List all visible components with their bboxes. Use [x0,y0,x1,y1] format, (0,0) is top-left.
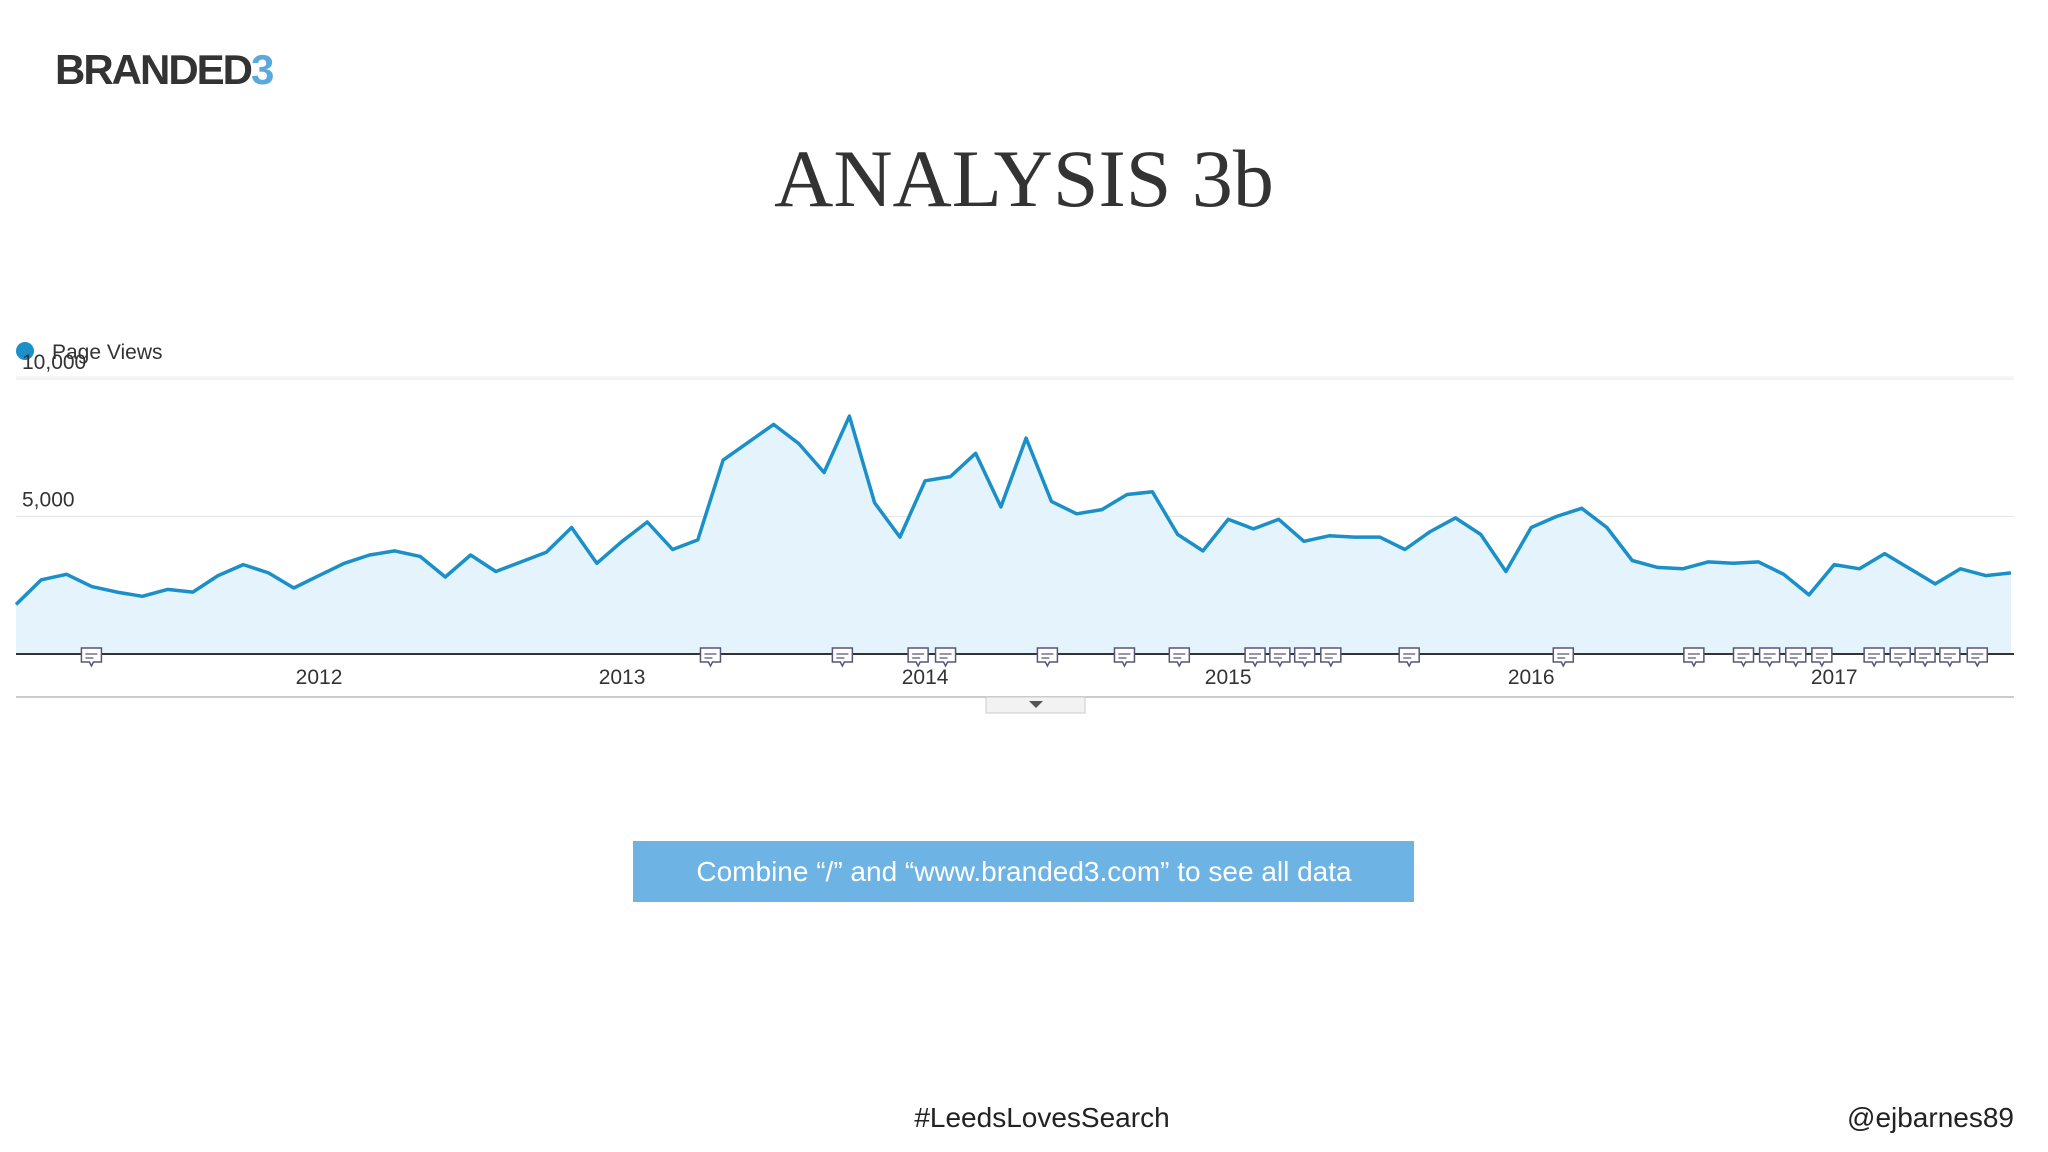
annotation-icon [1863,647,1885,668]
annotation-icon [1939,647,1961,668]
annotation-icon [1269,647,1291,668]
annotation-icon [699,647,722,668]
area [16,416,2011,654]
x-tick-label: 2016 [1508,666,1555,689]
annotation-icon [831,647,854,668]
annotation-icon [1293,647,1316,668]
annotation-icon-lines [1943,653,1956,659]
annotation-icon [1811,647,1833,668]
annotation-icon-lines [1249,653,1262,659]
annotation-icon-lines [912,653,925,659]
annotation-icon [1168,647,1191,668]
annotation-icon-lines [1403,653,1416,659]
annotation-icon-lines [1894,653,1907,659]
annotation-icon [1914,647,1936,668]
annotation-icon-lines [1173,653,1186,659]
y-tick-label: 10,000 [22,351,86,374]
annotation-icon-lines [1118,653,1131,659]
x-tick-label: 2017 [1811,666,1858,689]
annotation-icon-lines [1789,653,1802,659]
legend-label: Page Views [52,341,163,364]
annotation-icon [1785,647,1807,668]
annotation-icon [1889,647,1911,668]
annotation-icon-lines [1298,653,1311,659]
annotation-icon-lines [1919,653,1932,659]
annotation-icon [907,647,929,668]
annotation-icon-lines [836,653,849,659]
annotation-icon [1244,647,1266,668]
annotation-icon-lines [1687,653,1700,659]
annotation-icon-lines [1324,653,1337,659]
chart: Page Views 5,000 10,000 2012 2013 2014 2015 201… [14,341,2014,714]
annotation-icon-lines [1273,653,1286,659]
annotation-icon-lines [1763,653,1776,659]
logo-text: BRANDED [55,46,252,93]
line [14,414,2012,606]
annotation-icon [1966,647,1989,668]
logo: BRANDED3 [55,46,273,93]
note-text: Combine “/” and “www.branded3.com” to se… [696,856,1352,887]
annotation-icon-lines [704,653,717,659]
x-tick-label: 2015 [1205,666,1252,689]
x-tick-label: 2014 [902,666,949,689]
logo-accent: 3 [251,46,273,93]
annotation-icon-lines [1815,653,1828,659]
legend-dot [16,342,34,360]
annotation-icon-lines [85,653,98,659]
annotation-icon-lines [1737,653,1750,659]
slide-title: ANALYSIS 3b [774,133,1274,224]
y-tick-label: 5,000 [22,489,75,512]
expand-arrow [1029,701,1043,708]
x-tick-label: 2012 [296,666,343,689]
annotation-icon-lines [1557,653,1570,659]
annotation-icon [934,647,957,668]
annotation-icon [1113,647,1136,668]
annotation-icon-lines [1041,653,1054,659]
annotation-icon-lines [1868,653,1881,659]
footer-handle: @ejbarnes89 [1847,1102,2014,1133]
annotation-icon-lines [1971,653,1984,659]
annotation-icon [80,647,103,668]
annotation-icon [1320,647,1342,668]
annotation-icon [1732,647,1755,668]
annotation-icon [1398,647,1420,668]
x-tick-label: 2013 [599,666,646,689]
footer-hashtag: #LeedsLovesSearch [914,1102,1169,1133]
note-box [633,841,1414,902]
annotation-icon [1683,647,1705,668]
annotation-icon [1552,647,1575,668]
annotation-icon [1036,647,1059,668]
annotation-icon [1758,647,1781,668]
annotation-icon-lines [939,653,952,659]
